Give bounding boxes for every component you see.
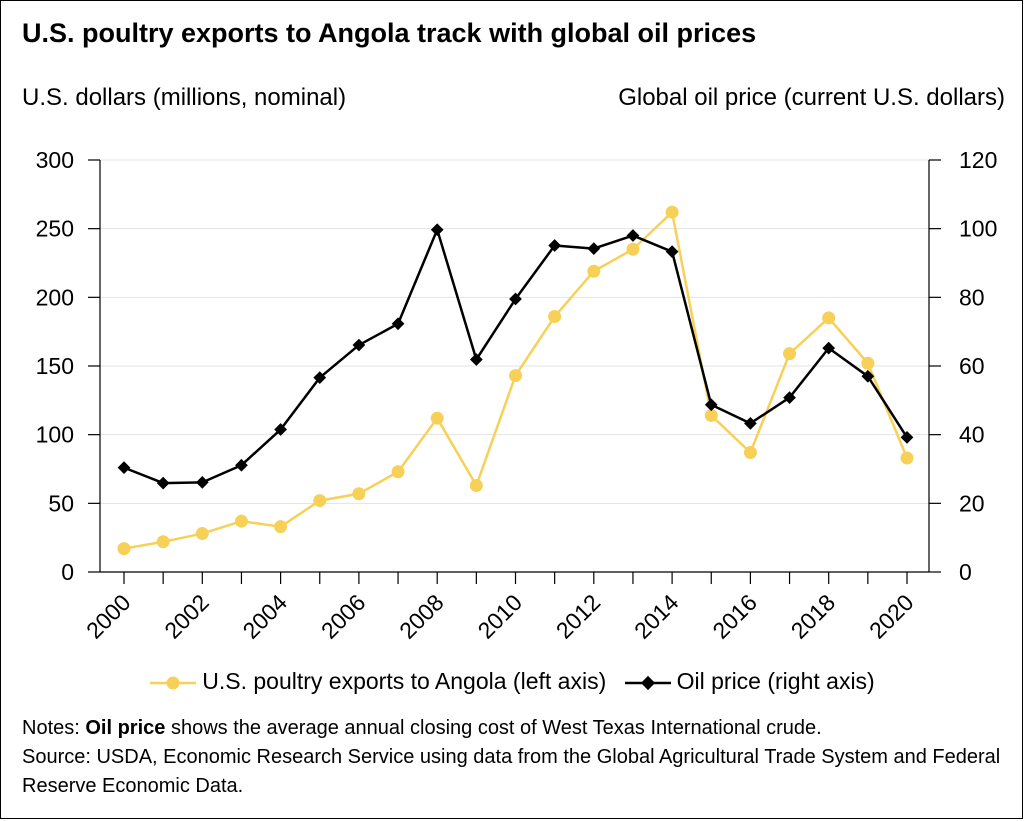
poultry-exports-point [234, 514, 248, 528]
oil-price-point [117, 461, 131, 474]
poultry-exports-point [352, 487, 366, 501]
oil-price-point [235, 458, 248, 472]
right-tick-label: 40 [959, 422, 985, 448]
oil-price-point [430, 223, 444, 237]
poultry-exports-point [704, 408, 718, 422]
notes-bold: Oil price [85, 717, 166, 739]
oil-price-point [352, 338, 366, 352]
right-tick-label: 80 [959, 284, 985, 310]
oil-price-point [469, 353, 483, 366]
left-tick-label: 0 [61, 559, 74, 585]
oil-price-point [900, 431, 914, 444]
poultry-exports-point [626, 242, 640, 256]
poultry-exports-point [861, 356, 875, 370]
poultry-exports-point [783, 347, 797, 361]
x-tick-label: 2012 [551, 589, 606, 644]
right-tick-label: 60 [959, 353, 985, 379]
poultry-exports-point [391, 465, 405, 479]
left-tick-label: 300 [36, 147, 74, 173]
x-tick-label: 2008 [394, 589, 449, 644]
right-tick-label: 100 [959, 216, 997, 242]
legend-item-poultry: U.S. poultry exports to Angola (left axi… [150, 668, 606, 695]
oil-price-point [195, 476, 209, 489]
poultry-exports-point [665, 205, 679, 219]
notes-line: Notes: Oil price shows the average annua… [22, 714, 1007, 743]
legend: U.S. poultry exports to Angola (left axi… [0, 668, 1025, 699]
poultry-exports-point [117, 542, 131, 556]
x-tick-label: 2014 [629, 589, 684, 644]
poultry-exports-point [313, 494, 327, 508]
poultry-exports-point [195, 527, 209, 541]
right-tick-label: 120 [959, 147, 997, 173]
left-axis-label: U.S. dollars (millions, nominal) [22, 84, 347, 111]
poultry-exports-point [822, 311, 836, 325]
notes-prefix: Notes: [22, 717, 86, 739]
x-tick-label: 2016 [707, 589, 762, 644]
oil-price-point [274, 423, 287, 436]
left-tick-label: 50 [48, 490, 74, 516]
x-tick-label: 2004 [238, 589, 293, 644]
oil-price-point [744, 416, 757, 430]
oil-price-point [391, 317, 405, 331]
oil-price-point [156, 476, 170, 490]
left-tick-label: 100 [36, 422, 74, 448]
poultry-exports-point [509, 369, 522, 383]
poultry-exports-point [430, 411, 444, 425]
legend-swatch-poultry [150, 672, 197, 692]
right-tick-label: 20 [959, 490, 985, 516]
notes-text: shows the average annual closing cost of… [165, 717, 822, 739]
left-tick-label: 200 [36, 284, 74, 310]
legend-label-poultry: U.S. poultry exports to Angola (left axi… [202, 668, 607, 694]
left-tick-label: 250 [36, 216, 74, 242]
chart-title: U.S. poultry exports to Angola track wit… [22, 18, 757, 48]
oil-price-point [313, 371, 327, 385]
poultry-exports-point [156, 535, 170, 549]
notes: Notes: Oil price shows the average annua… [22, 714, 1007, 801]
legend-item-oil: Oil price (right axis) [624, 668, 875, 695]
poultry-exports-point [900, 451, 914, 465]
x-tick-label: 2002 [159, 589, 214, 644]
right-tick-label: 0 [959, 559, 972, 585]
x-tick-label: 2018 [786, 589, 841, 644]
oil-price-point [626, 229, 640, 242]
oil-price-point [665, 245, 679, 259]
poultry-exports-point [274, 520, 288, 534]
poultry-exports-point [587, 264, 601, 278]
oil-price-point [704, 398, 718, 412]
x-tick-label: 2010 [472, 589, 527, 644]
oil-price-point [587, 242, 601, 255]
legend-label-oil: Oil price (right axis) [676, 668, 875, 694]
right-axis-label: Global oil price (current U.S. dollars) [618, 84, 1005, 111]
x-tick-label: 2020 [864, 589, 919, 644]
legend-swatch-oil [624, 672, 671, 692]
left-tick-label: 150 [36, 353, 74, 379]
x-tick-label: 2000 [81, 589, 136, 644]
poultry-exports-point [469, 478, 483, 492]
poultry-exports-point [743, 446, 757, 460]
x-tick-label: 2006 [316, 589, 371, 644]
poultry-exports-point [548, 310, 562, 324]
source-line: Source: USDA, Economic Research Service … [22, 746, 1001, 797]
